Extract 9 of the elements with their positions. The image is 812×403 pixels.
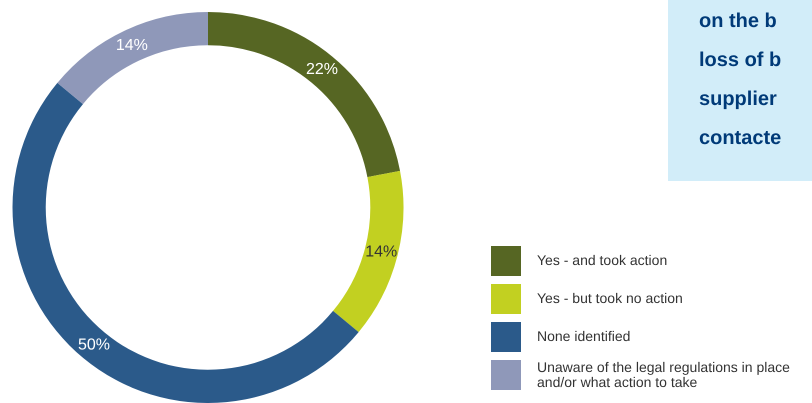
legend-label: Unaware of the legal regulations in place and/or what action to take <box>537 359 791 390</box>
data-label: 14% <box>116 37 148 54</box>
data-label: 14% <box>365 243 398 260</box>
legend-label: None identified <box>537 327 630 344</box>
data-label: 22% <box>306 61 338 78</box>
legend-label: Yes - but took no action <box>537 289 683 306</box>
legend-label: Yes - and took action <box>537 251 668 268</box>
text: on the b loss of b supplier contacte <box>668 0 812 181</box>
data-label: 50% <box>78 336 110 354</box>
